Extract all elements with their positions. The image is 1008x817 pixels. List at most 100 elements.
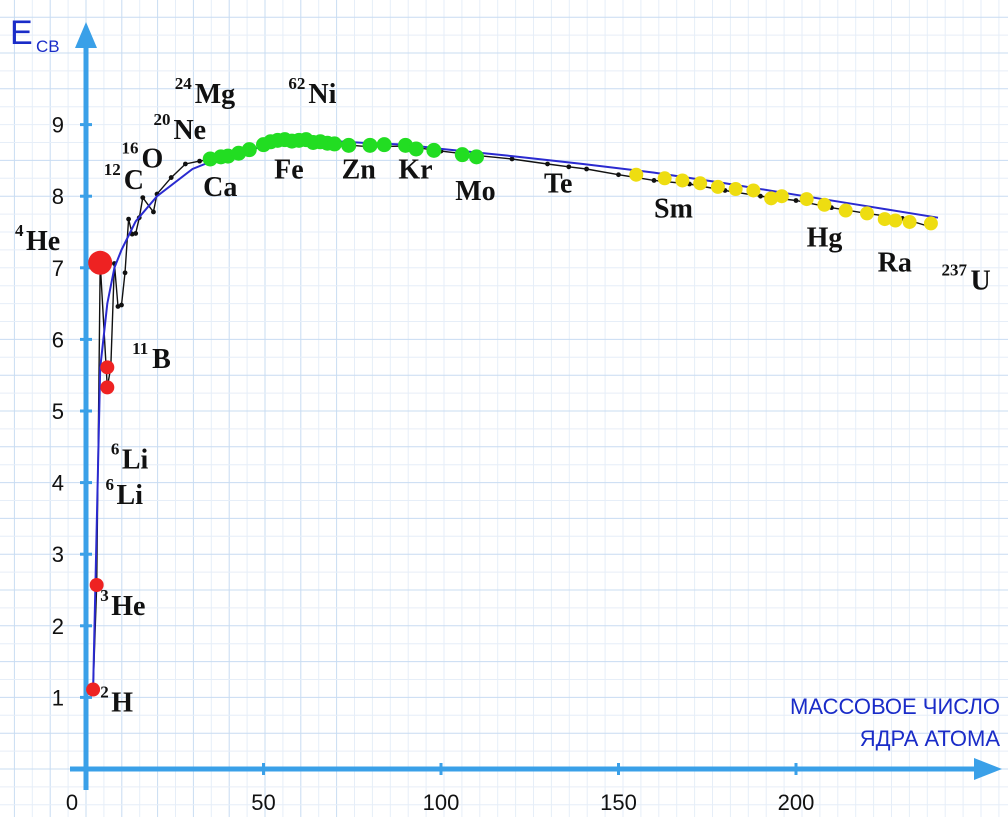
nuclide-label: Kr: [398, 154, 432, 185]
heavy-nucleus-point: [902, 214, 917, 229]
heavy-nucleus-point: [728, 182, 743, 197]
nuclide-symbol: Ra: [878, 247, 912, 278]
axes: [70, 22, 1002, 790]
y-tick-label: 5: [52, 399, 64, 424]
middle-nucleus-point: [241, 142, 257, 158]
x-tick-label: 150: [600, 790, 637, 815]
nuclide-symbol: Sm: [654, 194, 693, 225]
nuclide-symbol: Zn: [342, 154, 377, 185]
nuclide-label: Ra: [878, 247, 912, 278]
nuclide-symbol: Fe: [274, 154, 304, 185]
light-nucleus-point: [86, 682, 101, 697]
y-tick-label: 7: [52, 256, 64, 281]
nuclide-label: Hg: [807, 222, 843, 253]
nuclide-symbol: Li: [117, 480, 144, 511]
nuclide-symbol: Ni: [308, 79, 336, 110]
y-tick-label: 3: [52, 542, 64, 567]
measured-point: [616, 172, 621, 178]
nuclide-label: 62 Ni: [288, 74, 336, 110]
middle-nucleus-point: [469, 149, 484, 165]
measured-point: [758, 193, 763, 199]
light-nucleus-point: [100, 360, 115, 375]
nuclide-symbol: U: [971, 265, 991, 296]
nuclide-label: 11 B: [132, 339, 171, 375]
measured-point: [183, 161, 188, 167]
nuclide-mass-number: 62: [288, 74, 305, 93]
nuclide-label: Fe: [274, 154, 304, 185]
middle-nucleus-point: [327, 136, 342, 152]
nuclide-label: 6 Li: [106, 475, 144, 511]
y-tick-label: 1: [52, 685, 64, 710]
heavy-nucleus-point: [817, 197, 832, 212]
measured-point: [197, 158, 203, 164]
nuclide-mass-number: 4: [15, 221, 24, 240]
nuclide-mass-number: 2: [100, 683, 109, 702]
nuclide-symbol: Te: [544, 169, 573, 200]
nuclide-label: 20 Ne: [153, 110, 206, 146]
nuclide-label: 24 Mg: [175, 74, 235, 110]
nuclide-symbol: C: [124, 165, 144, 196]
heavy-nucleus-point: [629, 167, 644, 182]
light-nucleus-point: [89, 577, 104, 592]
middle-nucleus-point: [362, 137, 378, 153]
nuclide-mass-number: 24: [175, 74, 193, 93]
x-tick-label: 100: [423, 790, 460, 815]
nuclide-symbol: O: [142, 144, 164, 175]
heavy-nucleus-point: [675, 173, 690, 188]
x-axis-title-line1: МАССОВОЕ ЧИСЛО: [790, 694, 1000, 719]
measured-point: [584, 166, 589, 172]
measured-point: [168, 175, 174, 180]
middle-nucleus-point: [454, 147, 470, 163]
middle-nucleus-point: [341, 137, 357, 153]
nuclide-label: 237 U: [942, 260, 991, 296]
nuclide-label: Ca: [203, 172, 237, 203]
nuclide-label: Zn: [342, 154, 377, 185]
heavy-nucleus-point: [923, 216, 938, 231]
data-points: [86, 132, 938, 697]
nuclide-symbol: Ca: [203, 172, 237, 203]
measured-point: [509, 156, 515, 162]
heavy-nucleus-point: [774, 189, 789, 204]
nuclide-label: 3 He: [100, 586, 145, 622]
x-tick-label: 50: [251, 790, 275, 815]
nuclide-symbol: Li: [122, 444, 149, 475]
nuclide-symbol: Mo: [455, 176, 495, 207]
series-lines: [90, 137, 939, 692]
heavy-nucleus-point: [799, 192, 814, 207]
nuclide-mass-number: 3: [100, 586, 109, 605]
heavy-nucleus-point: [838, 203, 853, 218]
middle-nucleus-point: [426, 142, 442, 158]
heavy-nucleus-point: [693, 176, 708, 191]
nuclide-symbol: Kr: [398, 154, 432, 185]
measured-point: [133, 231, 139, 236]
nuclide-symbol: He: [26, 226, 60, 257]
y-axis-arrow-icon: [75, 22, 97, 48]
x-axis-arrow-icon: [974, 758, 1002, 780]
nuclide-mass-number: 11: [132, 339, 148, 358]
measured-point: [566, 164, 572, 170]
nuclide-mass-number: 237: [942, 260, 968, 279]
middle-nucleus-point: [376, 137, 392, 153]
heavy-nucleus-point: [746, 183, 761, 198]
nuclide-label: Mo: [455, 176, 495, 207]
measured-point: [651, 178, 657, 183]
nuclide-symbol: Mg: [195, 79, 235, 110]
nuclide-label: 4 He: [15, 221, 60, 257]
nuclide-label: 12 C: [104, 160, 144, 196]
middle-nucleus-point: [408, 141, 424, 157]
measured-point: [545, 161, 550, 167]
y-tick-label: 6: [52, 327, 64, 352]
nuclide-label: Te: [544, 169, 573, 200]
x-tick-label: 0: [66, 790, 78, 815]
heavy-nucleus-point: [764, 191, 779, 206]
heavy-nucleus-point: [860, 206, 874, 221]
measured-point: [119, 302, 124, 308]
nuclide-symbol: B: [152, 344, 171, 375]
nuclide-mass-number: 12: [104, 160, 121, 179]
heavy-nucleus-point: [710, 179, 725, 194]
